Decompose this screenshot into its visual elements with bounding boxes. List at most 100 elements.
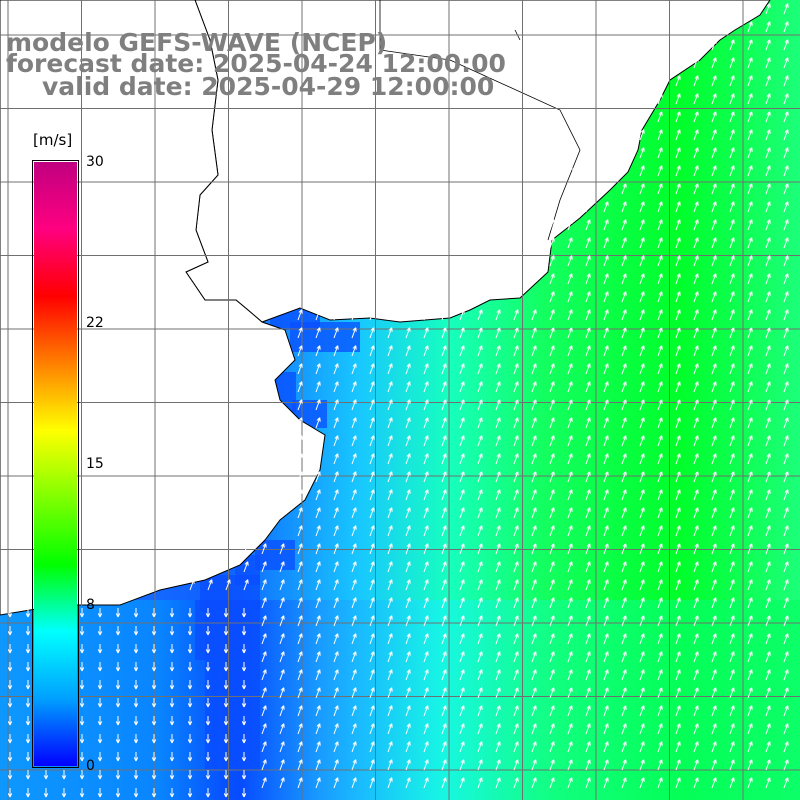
wind-arrow xyxy=(567,435,573,447)
wind-arrow xyxy=(729,345,735,357)
wind-arrow xyxy=(675,219,681,231)
wind-arrow xyxy=(603,471,609,483)
wind-arrow xyxy=(675,417,681,429)
wind-arrow xyxy=(477,705,483,717)
wind-arrow xyxy=(25,680,31,690)
wind-arrow xyxy=(549,363,555,375)
wind-arrow xyxy=(675,255,681,267)
wind-arrow xyxy=(477,669,483,681)
wind-arrow xyxy=(711,381,717,393)
wind-arrow xyxy=(115,662,121,672)
wind-arrow xyxy=(639,3,645,15)
wind-arrow xyxy=(25,644,31,654)
ocean-south-band xyxy=(0,600,800,800)
wind-arrow xyxy=(783,633,789,645)
wind-arrow xyxy=(675,561,681,573)
wind-arrow xyxy=(567,381,573,393)
wind-arrow xyxy=(711,363,717,375)
wind-arrow xyxy=(115,644,121,654)
wind-arrow xyxy=(693,111,699,123)
wind-arrow xyxy=(477,435,483,447)
wind-arrow xyxy=(567,561,573,573)
wind-arrow xyxy=(495,399,501,411)
wind-arrow xyxy=(639,759,645,771)
wind-arrow xyxy=(675,633,681,645)
wind-arrow xyxy=(657,93,663,105)
wind-arrow xyxy=(333,435,339,447)
wind-arrow xyxy=(783,561,789,573)
wind-arrow xyxy=(783,651,789,663)
wind-arrow xyxy=(387,651,393,663)
wind-arrow xyxy=(333,399,339,411)
wind-arrow xyxy=(387,345,393,357)
wind-arrow xyxy=(729,111,735,123)
wind-arrow xyxy=(729,93,735,105)
wind-arrow xyxy=(423,471,429,483)
wind-arrow xyxy=(387,399,393,411)
wind-arrow xyxy=(711,39,717,51)
wind-arrow xyxy=(297,435,303,447)
wind-arrow xyxy=(765,777,771,789)
wind-arrow xyxy=(369,309,375,321)
wind-arrow xyxy=(387,309,393,321)
wind-arrow xyxy=(549,219,555,231)
wind-arrow xyxy=(315,651,321,663)
wind-arrow xyxy=(79,608,85,618)
wind-arrow xyxy=(585,165,591,177)
wind-arrow xyxy=(549,687,555,699)
wind-arrow xyxy=(729,723,735,735)
wind-arrow xyxy=(423,759,429,771)
wind-arrow xyxy=(369,471,375,483)
wind-arrow xyxy=(621,183,627,195)
wind-arrow xyxy=(657,309,663,321)
wind-arrow xyxy=(531,579,537,591)
wind-arrow xyxy=(621,489,627,501)
wind-arrow xyxy=(621,399,627,411)
wind-arrow xyxy=(7,716,13,726)
wind-arrow xyxy=(351,453,357,465)
wind-arrow xyxy=(243,543,249,555)
wind-arrow xyxy=(675,525,681,537)
wind-arrow xyxy=(531,489,537,501)
wind-arrow xyxy=(621,507,627,519)
wind-arrow xyxy=(675,345,681,357)
wind-arrow xyxy=(369,741,375,753)
wind-arrow xyxy=(675,687,681,699)
wind-arrow xyxy=(729,57,735,69)
wind-arrow xyxy=(225,579,231,591)
wind-arrow xyxy=(387,633,393,645)
wind-arrow xyxy=(115,680,121,690)
wind-arrow xyxy=(477,561,483,573)
wind-arrow xyxy=(241,644,247,654)
wind-arrow xyxy=(585,525,591,537)
wind-arrow xyxy=(513,507,519,519)
wind-arrow xyxy=(675,165,681,177)
wind-arrow xyxy=(459,471,465,483)
wind-arrow xyxy=(351,741,357,753)
wind-arrow xyxy=(531,471,537,483)
wind-arrow xyxy=(495,327,501,339)
wind-arrow xyxy=(657,183,663,195)
wind-arrow xyxy=(603,759,609,771)
wind-arrow xyxy=(495,705,501,717)
wind-arrow xyxy=(711,21,717,33)
wind-arrow xyxy=(585,327,591,339)
wind-arrow xyxy=(675,615,681,627)
wind-arrow xyxy=(187,662,193,672)
wind-arrow xyxy=(169,626,175,636)
wind-arrow xyxy=(675,435,681,447)
wind-arrow xyxy=(351,525,357,537)
wind-arrow xyxy=(639,687,645,699)
wind-arrow xyxy=(711,93,717,105)
wind-arrow xyxy=(333,417,339,429)
wind-arrow xyxy=(657,597,663,609)
wind-arrow xyxy=(97,698,103,708)
wind-arrow xyxy=(657,165,663,177)
wind-arrow xyxy=(603,525,609,537)
wind-arrow xyxy=(621,291,627,303)
wind-arrow xyxy=(115,734,121,744)
wind-arrow xyxy=(205,734,211,744)
wind-arrow xyxy=(711,399,717,411)
wind-arrow xyxy=(297,669,303,681)
wind-arrow xyxy=(297,777,303,789)
